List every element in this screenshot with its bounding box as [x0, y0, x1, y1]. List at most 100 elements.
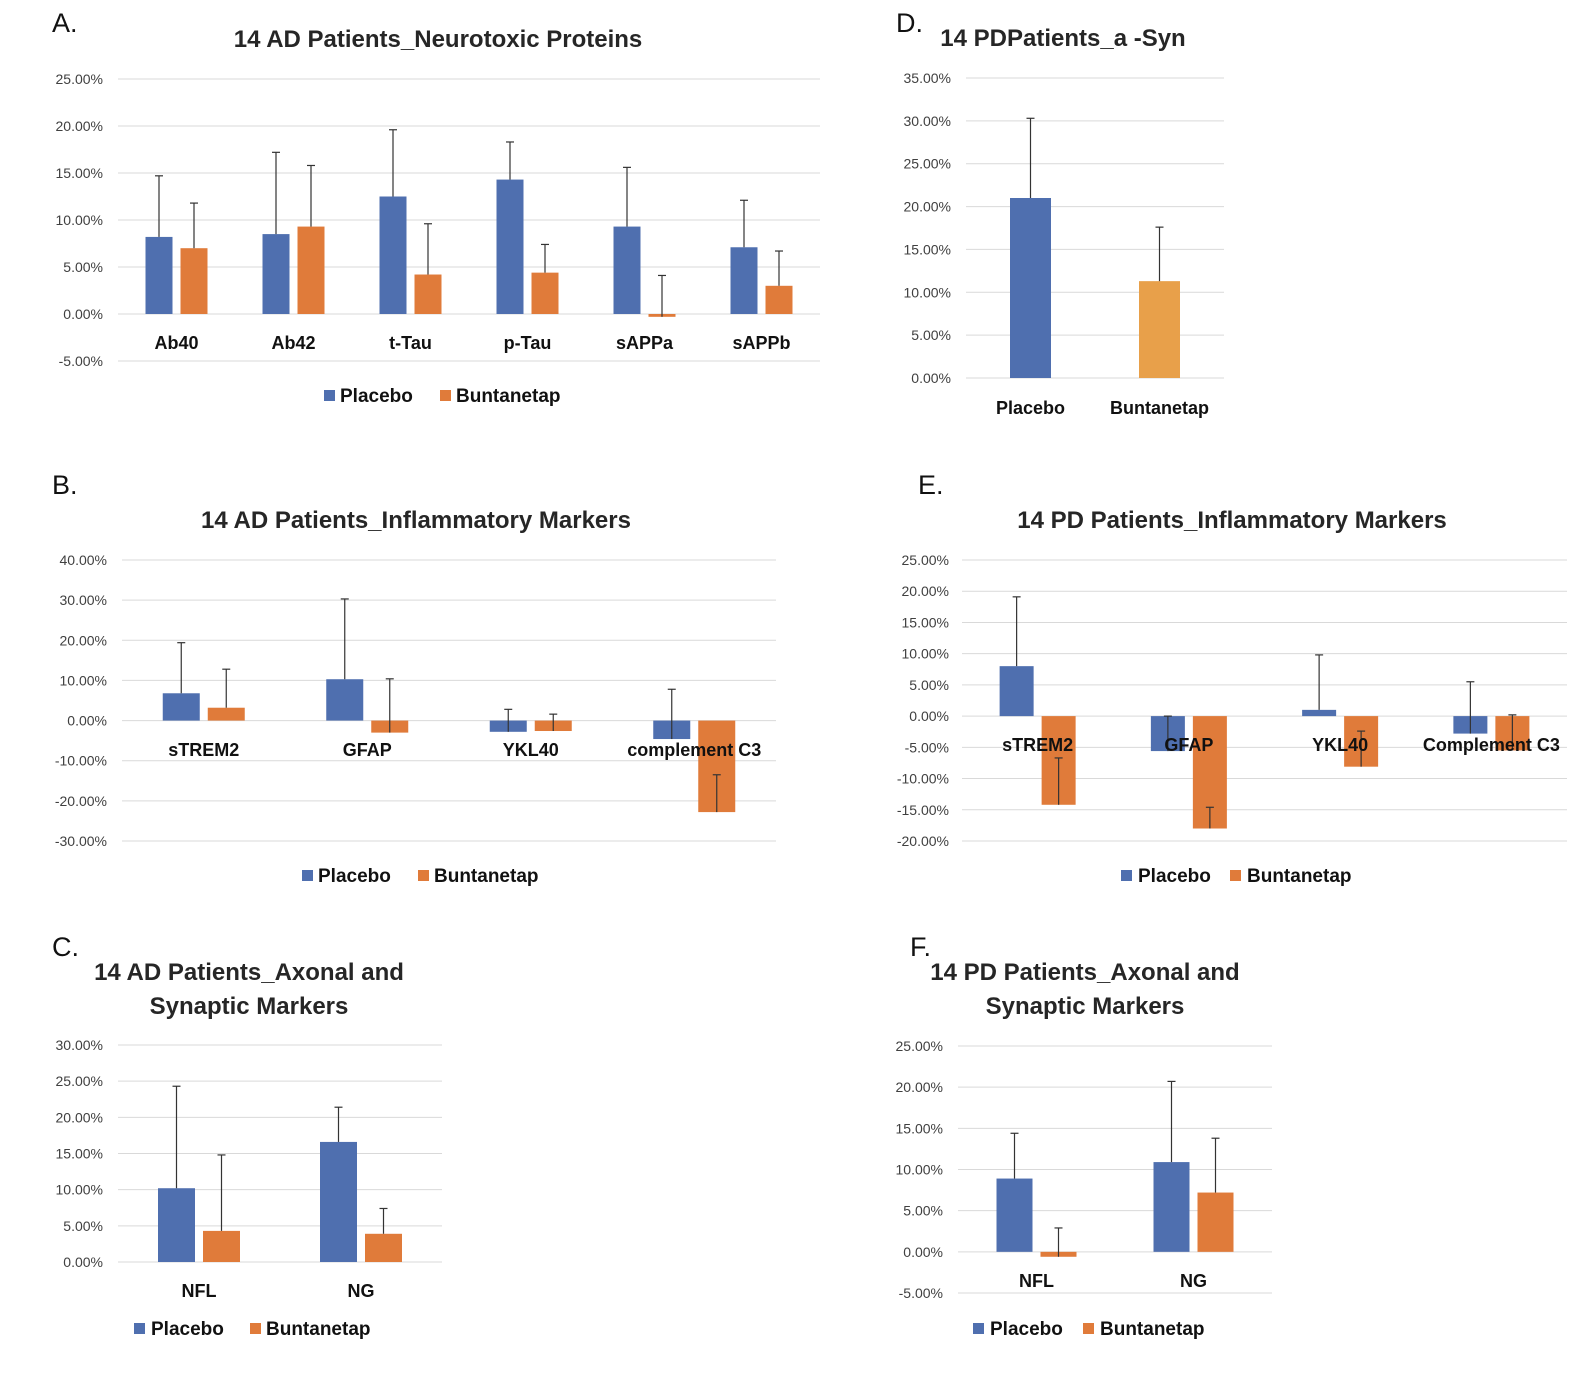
y-tick-label: 5.00% [903, 1203, 943, 1219]
y-tick-label: 20.00% [56, 118, 103, 134]
x-category-label: Ab42 [271, 333, 315, 353]
legend: Placebo Buntanetap [302, 866, 539, 887]
x-category-label: NFL [182, 1281, 217, 1301]
y-tick-label: 5.00% [911, 327, 951, 343]
x-category-label: NG [348, 1281, 375, 1301]
y-tick-label: 0.00% [909, 708, 949, 724]
bar-buntanetap [207, 707, 245, 721]
bar-buntanetap [365, 1233, 402, 1262]
y-tick-label: 40.00% [60, 552, 107, 568]
legend-swatch [418, 870, 429, 881]
chart-title: 14 AD Patients_Inflammatory Markers [201, 507, 631, 534]
x-category-label: NFL [1019, 1271, 1054, 1291]
y-tick-label: 30.00% [56, 1037, 103, 1053]
y-tick-label: 20.00% [902, 583, 949, 599]
legend-label: Placebo [1138, 866, 1211, 887]
bar-placebo [1302, 709, 1337, 717]
x-category-label: Ab40 [154, 333, 198, 353]
y-tick-label: 15.00% [902, 614, 949, 630]
legend-label: Buntanetap [434, 866, 539, 887]
y-tick-label: 15.00% [56, 1146, 103, 1162]
x-category-label: GFAP [1164, 735, 1213, 755]
legend-swatch [250, 1323, 261, 1334]
y-tick-label: 30.00% [60, 592, 107, 608]
chart-title: Synaptic Markers [150, 993, 349, 1020]
bar-placebo [1010, 198, 1051, 378]
legend: Placebo Buntanetap [1121, 866, 1352, 887]
legend-swatch [302, 870, 313, 881]
y-tick-label: -20.00% [55, 793, 107, 809]
bar-buntanetap [297, 226, 325, 314]
bar-placebo [730, 247, 758, 314]
y-tick-label: 25.00% [56, 71, 103, 87]
legend: Placebo Buntanetap [324, 386, 561, 407]
bar-placebo [379, 196, 407, 314]
chart-panel-e: E. 14 PD Patients_Inflammatory Markers 25.… [897, 470, 1567, 887]
chart-title: 14 AD Patients_Axonal and [94, 959, 404, 986]
legend-label: Buntanetap [456, 386, 561, 407]
legend-label: Placebo [151, 1319, 224, 1340]
legend: Placebo Buntanetap [973, 1319, 1205, 1340]
bar-buntanetap [414, 274, 442, 314]
panel-letter: B. [52, 470, 78, 500]
panel-letter: D. [896, 8, 923, 38]
y-tick-label: 5.00% [63, 1218, 103, 1234]
y-tick-label: 0.00% [63, 306, 103, 322]
legend-label: Placebo [318, 866, 391, 887]
y-tick-label: 25.00% [56, 1073, 103, 1089]
bar-buntanetap [1139, 281, 1180, 378]
y-tick-label: 20.00% [896, 1079, 943, 1095]
panel-letter: C. [52, 932, 79, 962]
bar-placebo [262, 234, 290, 314]
x-category-label: sAPPb [732, 333, 790, 353]
bar-buntanetap [765, 285, 793, 314]
y-tick-label: 15.00% [896, 1120, 943, 1136]
y-tick-label: 10.00% [904, 284, 951, 300]
legend-label: Placebo [340, 386, 413, 407]
y-tick-label: 5.00% [909, 677, 949, 693]
y-tick-label: 10.00% [896, 1162, 943, 1178]
y-tick-label: 20.00% [56, 1109, 103, 1125]
bar-placebo [999, 666, 1034, 717]
y-tick-label: -20.00% [897, 833, 949, 849]
x-category-label: sTREM2 [168, 740, 239, 760]
y-tick-label: 10.00% [56, 1182, 103, 1198]
y-tick-label: -5.00% [59, 353, 103, 369]
panel-letter: F. [910, 932, 931, 962]
x-category-label: YKL40 [503, 740, 559, 760]
y-tick-label: 0.00% [67, 713, 107, 729]
chart-title: 14 PDPatients_a -Syn [940, 25, 1185, 52]
y-tick-label: 10.00% [60, 672, 107, 688]
x-category-label: YKL40 [1312, 735, 1368, 755]
x-category-label: p-Tau [504, 333, 552, 353]
y-tick-label: 25.00% [896, 1038, 943, 1054]
bar-placebo [1153, 1162, 1190, 1252]
y-tick-label: 25.00% [904, 156, 951, 172]
legend-swatch [134, 1323, 145, 1334]
bar-placebo [162, 693, 200, 721]
y-tick-label: 35.00% [904, 70, 951, 86]
y-tick-label: 25.00% [902, 552, 949, 568]
bar-placebo [613, 226, 641, 314]
y-tick-label: 15.00% [904, 241, 951, 257]
y-tick-label: -15.00% [897, 802, 949, 818]
bar-placebo [158, 1188, 195, 1262]
x-category-label: Complement C3 [1423, 735, 1560, 755]
x-category-label: sTREM2 [1002, 735, 1073, 755]
y-tick-label: 15.00% [56, 165, 103, 181]
bar-placebo [326, 679, 364, 721]
y-tick-label: 20.00% [60, 632, 107, 648]
y-tick-label: 0.00% [63, 1254, 103, 1270]
legend-label: Buntanetap [266, 1319, 371, 1340]
x-category-label: Buntanetap [1110, 398, 1209, 418]
legend-label: Buntanetap [1100, 1319, 1205, 1340]
bar-placebo [496, 179, 524, 314]
y-tick-label: 5.00% [63, 259, 103, 275]
legend: Placebo Buntanetap [134, 1319, 371, 1340]
y-tick-label: 20.00% [904, 199, 951, 215]
y-tick-label: -10.00% [897, 771, 949, 787]
x-category-label: NG [1180, 1271, 1207, 1291]
legend-swatch [1121, 870, 1132, 881]
panel-letter: E. [918, 470, 944, 500]
legend-swatch [1230, 870, 1241, 881]
